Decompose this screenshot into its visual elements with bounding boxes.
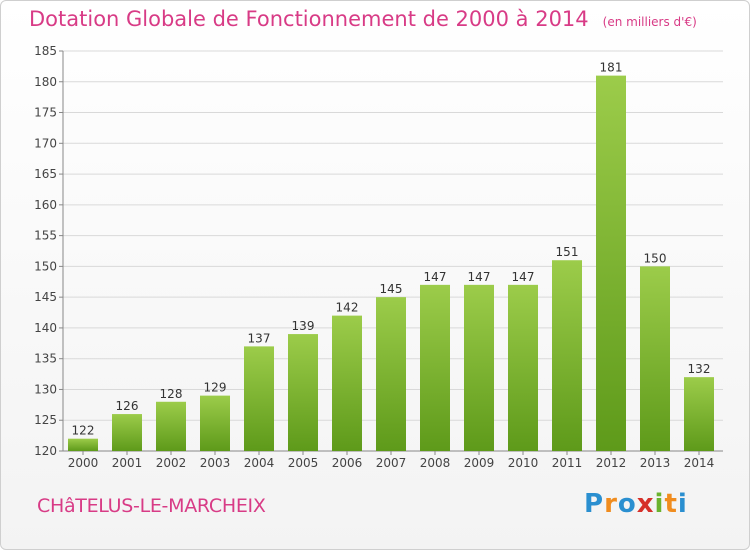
y-tick-label: 180 (34, 75, 57, 89)
bar (288, 334, 318, 451)
bar-value-label: 122 (72, 424, 95, 438)
x-tick-label: 2010 (508, 456, 539, 470)
y-tick-label: 150 (34, 259, 57, 273)
bar (552, 260, 582, 451)
x-tick-label: 2006 (332, 456, 363, 470)
x-tick-label: 2003 (200, 456, 231, 470)
bar-value-label: 147 (424, 270, 447, 284)
logo-letter: i (654, 489, 665, 519)
y-tick-label: 155 (34, 229, 57, 243)
bar-value-label: 147 (468, 270, 491, 284)
x-tick-label: 2013 (640, 456, 671, 470)
bar-value-label: 132 (688, 362, 711, 376)
chart-title: Dotation Globale de Fonctionnement de 20… (29, 7, 697, 31)
bar-value-label: 137 (248, 331, 271, 345)
bar-value-label: 126 (116, 399, 139, 413)
bar (640, 266, 670, 451)
bar (596, 75, 626, 451)
logo-letter: o (617, 489, 637, 519)
y-tick-label: 145 (34, 290, 57, 304)
chart-title-text: Dotation Globale de Fonctionnement de 20… (29, 7, 589, 31)
x-tick-label: 2000 (68, 456, 99, 470)
commune-name: CHâTELUS-LE-MARCHEIX (37, 495, 266, 517)
y-tick-label: 185 (34, 44, 57, 58)
x-tick-label: 2012 (596, 456, 627, 470)
bar-value-label: 151 (556, 245, 579, 259)
logo-letter: i (677, 489, 688, 519)
logo-letter: x (636, 489, 655, 519)
bar-value-label: 150 (644, 251, 667, 265)
bar (464, 284, 494, 451)
bar (508, 284, 538, 451)
bar-value-label: 147 (512, 270, 535, 284)
bar-value-label: 139 (292, 319, 315, 333)
bar (112, 414, 142, 451)
x-tick-label: 2007 (376, 456, 407, 470)
x-tick-label: 2011 (552, 456, 583, 470)
y-tick-label: 140 (34, 321, 57, 335)
bar-value-label: 128 (160, 387, 183, 401)
logo-letter: P (584, 489, 605, 519)
bar (200, 395, 230, 451)
x-tick-label: 2014 (684, 456, 715, 470)
y-tick-label: 120 (34, 444, 57, 458)
x-tick-label: 2001 (112, 456, 143, 470)
bar (156, 401, 186, 451)
y-tick-label: 130 (34, 382, 57, 396)
proxiti-logo: Proxiti (584, 489, 688, 519)
bar (68, 438, 98, 451)
logo-letter: t (664, 489, 678, 519)
bar (684, 377, 714, 451)
x-tick-label: 2009 (464, 456, 495, 470)
y-tick-label: 135 (34, 352, 57, 366)
bar-value-label: 145 (380, 282, 403, 296)
bar-value-label: 129 (204, 381, 227, 395)
bar (332, 315, 362, 451)
bar-value-label: 181 (600, 61, 623, 75)
x-tick-label: 2004 (244, 456, 275, 470)
bar (420, 284, 450, 451)
bar (244, 346, 274, 451)
bar-value-label: 142 (336, 301, 359, 315)
x-tick-label: 2005 (288, 456, 319, 470)
y-tick-label: 175 (34, 106, 57, 120)
bar (376, 297, 406, 451)
x-tick-label: 2002 (156, 456, 187, 470)
y-tick-label: 170 (34, 136, 57, 150)
chart-unit: (en milliers d'€) (602, 15, 697, 29)
y-tick-label: 165 (34, 167, 57, 181)
x-tick-label: 2008 (420, 456, 451, 470)
y-tick-label: 160 (34, 198, 57, 212)
y-tick-label: 125 (34, 413, 57, 427)
logo-letter: r (604, 489, 618, 519)
